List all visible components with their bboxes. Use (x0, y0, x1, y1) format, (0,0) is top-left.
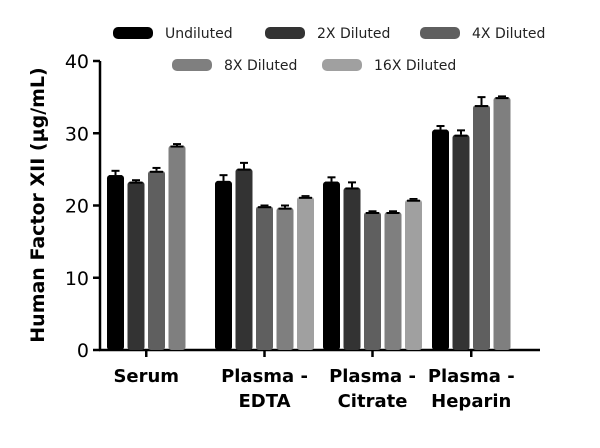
legend-label: 8X Diluted (224, 58, 297, 74)
bar-top-line (434, 129, 447, 132)
legend-label: 2X Diluted (317, 26, 390, 42)
bar-4x-diluted (364, 212, 381, 350)
bar-top-line (475, 105, 488, 108)
bar-4x-diluted (473, 105, 490, 350)
bar-top-line (170, 145, 184, 148)
bar-top-line (345, 187, 359, 190)
legend-swatch (265, 27, 305, 39)
bar-top-line (129, 181, 143, 184)
bar-top-line (407, 199, 420, 202)
bar-top-line (278, 207, 292, 210)
bar-top-line (325, 181, 338, 184)
bar-2x-diluted (127, 181, 145, 350)
bar-top-line (366, 212, 379, 215)
bar-undiluted (215, 180, 232, 350)
bar-top-line (454, 134, 468, 137)
bar-top-line (109, 175, 122, 178)
bar-16x-diluted (405, 199, 422, 350)
legend-label: Undiluted (165, 26, 233, 42)
legend-swatch (172, 59, 212, 71)
legend-item: 16X Diluted (322, 58, 456, 74)
bar-top-line (299, 196, 312, 199)
x-tick-label: Citrate (338, 391, 408, 412)
y-tick-label: 20 (65, 196, 89, 218)
bar-undiluted (323, 181, 340, 350)
legend-label: 4X Diluted (472, 26, 545, 42)
legend-item: 8X Diluted (172, 58, 297, 74)
bar-undiluted (432, 129, 449, 350)
bar-top-line (150, 170, 163, 173)
bar-undiluted (107, 175, 124, 350)
x-tick-label: Heparin (431, 391, 511, 412)
x-tick-label: Plasma - (221, 366, 308, 387)
y-tick-label: 10 (65, 268, 89, 290)
bar-top-line (386, 212, 400, 215)
x-tick-label: Plasma - (428, 366, 515, 387)
legend-swatch (420, 27, 460, 39)
y-axis-label: Human Factor XII (µg/mL) (27, 67, 49, 342)
bar-top-line (258, 206, 271, 209)
legend-item: Undiluted (113, 26, 233, 42)
bar-top-line (237, 168, 251, 171)
x-tick-label: Serum (113, 366, 179, 387)
bar-4x-diluted (256, 206, 273, 350)
bar-8x-diluted (168, 145, 186, 350)
bar-8x-diluted (493, 97, 511, 350)
y-tick-label: 0 (77, 340, 89, 362)
bar-top-line (495, 97, 509, 100)
bar-top-line (217, 180, 230, 183)
x-tick-label: EDTA (238, 391, 290, 412)
bar-16x-diluted (297, 196, 314, 350)
legend-swatch (322, 59, 362, 71)
bar-8x-diluted (384, 212, 402, 350)
x-tick-label: Plasma - (329, 366, 416, 387)
bar-8x-diluted (276, 207, 294, 350)
legend-swatch (113, 27, 153, 39)
bar-4x-diluted (148, 170, 165, 350)
legend-label: 16X Diluted (374, 58, 456, 74)
legend-item: 2X Diluted (265, 26, 390, 42)
legend-item: 4X Diluted (420, 26, 545, 42)
y-tick-label: 30 (65, 123, 89, 145)
y-tick-label: 40 (65, 51, 89, 73)
bar-2x-diluted (452, 134, 470, 350)
bar-2x-diluted (343, 187, 361, 350)
bar-2x-diluted (235, 168, 253, 350)
